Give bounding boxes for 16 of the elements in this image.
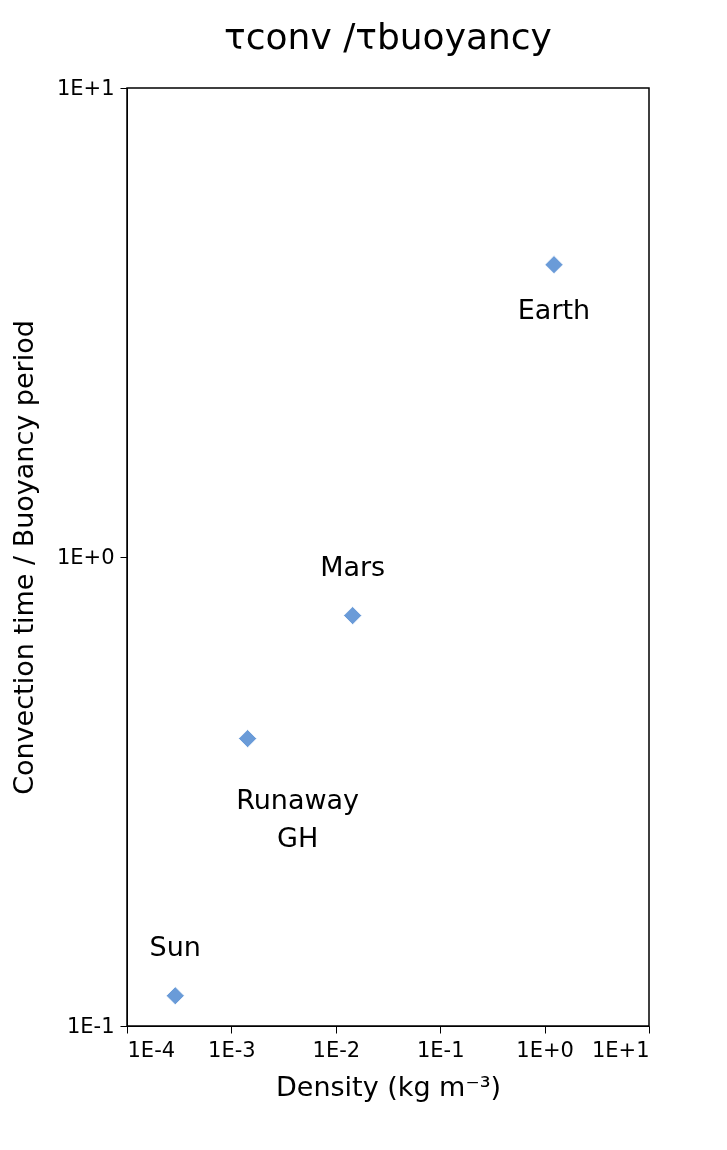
y-axis-title: Convection time / Buoyancy period <box>7 320 39 795</box>
x-tick-label: 1E-4 <box>127 1037 176 1062</box>
y-tick-label: 1E+1 <box>56 75 115 100</box>
annotation: Sun <box>149 930 201 962</box>
y-tick-label: 1E-1 <box>66 1013 115 1038</box>
x-tick-label: 1E+1 <box>591 1037 650 1062</box>
x-tick-label: 1E-1 <box>416 1037 465 1062</box>
x-tick-label: 1E-3 <box>208 1037 256 1062</box>
annotation: Mars <box>320 550 386 582</box>
chart-title: τconv /τbuoyancy <box>224 16 552 57</box>
x-tick-label: 1E+0 <box>516 1037 574 1062</box>
x-tick-label: 1E-2 <box>312 1037 361 1062</box>
x-axis-title: Density (kg m⁻³) <box>275 1070 502 1102</box>
annotation: Runaway GH <box>236 783 360 853</box>
y-tick-label: 1E+0 <box>56 544 115 569</box>
annotation: Earth <box>517 293 591 325</box>
